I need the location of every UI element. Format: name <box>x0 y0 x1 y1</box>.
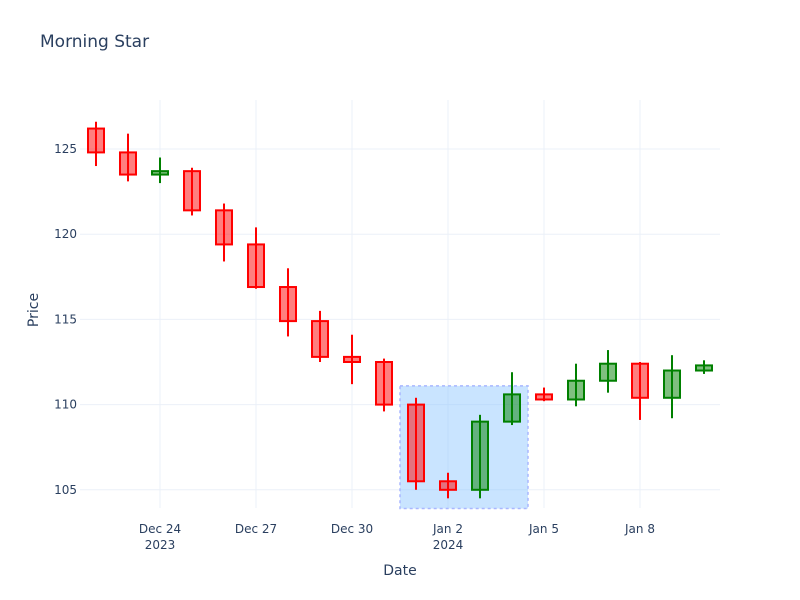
candlestick[interactable] <box>471 414 489 499</box>
x-axis-ticks: Dec 24 2023 Dec 27 Dec 30 Jan 2 2024 Jan 5 Jan … <box>139 522 655 552</box>
y-tick-label: 120 <box>54 227 77 241</box>
candlestick[interactable] <box>343 334 361 385</box>
candlestick[interactable] <box>503 372 521 426</box>
candlestick[interactable] <box>663 355 681 419</box>
x-tick-label: Jan 5 <box>528 522 559 536</box>
y-tick-label: 105 <box>54 483 77 497</box>
candlestick[interactable] <box>247 227 265 289</box>
candle-body <box>343 355 361 364</box>
candlestick[interactable] <box>311 310 329 362</box>
candlestick[interactable] <box>119 133 137 182</box>
x-tick-label: Dec 27 <box>235 522 277 536</box>
candle-body <box>535 393 553 401</box>
candlestick[interactable] <box>279 268 297 337</box>
x-tick-year-label: 2024 <box>433 538 464 552</box>
x-tick-label: Dec 30 <box>331 522 373 536</box>
candle-body <box>183 170 201 212</box>
candlestick-series[interactable] <box>87 121 713 499</box>
candle-body <box>87 127 105 154</box>
candle-body <box>663 369 681 399</box>
candlestick[interactable] <box>375 358 393 412</box>
y-tick-label: 115 <box>54 312 77 326</box>
candle-body <box>215 209 233 246</box>
candlestick[interactable] <box>535 387 553 402</box>
candle-body <box>439 480 457 491</box>
candle-body <box>695 364 713 372</box>
candle-body <box>567 379 585 401</box>
x-tick-label: Dec 24 <box>139 522 181 536</box>
candlestick[interactable] <box>599 350 617 393</box>
candlestick[interactable] <box>87 121 105 167</box>
x-axis-title: Date <box>383 563 416 579</box>
candlestick[interactable] <box>183 167 201 216</box>
candlestick[interactable] <box>407 397 425 490</box>
candle-body <box>631 362 649 399</box>
candle-body <box>151 170 169 176</box>
x-tick-year-label: 2023 <box>145 538 176 552</box>
chart-title: Morning Star <box>40 32 150 52</box>
candle-body <box>119 151 137 176</box>
candle-body <box>407 403 425 483</box>
candlestick[interactable] <box>215 203 233 262</box>
y-axis-ticks: 105 110 115 120 125 <box>54 142 77 497</box>
candle-body <box>471 420 489 491</box>
x-tick-label: Jan 2 <box>432 522 463 536</box>
candle-body <box>503 393 521 423</box>
candle-body <box>247 243 265 289</box>
candlestick[interactable] <box>151 157 169 184</box>
candlestick[interactable] <box>567 363 585 407</box>
y-tick-label: 125 <box>54 142 77 156</box>
candlestick[interactable] <box>631 362 649 420</box>
candle-body <box>279 286 297 323</box>
candle-body <box>599 362 617 382</box>
y-tick-label: 110 <box>54 398 77 412</box>
candlestick[interactable] <box>439 472 457 499</box>
candlestick[interactable] <box>695 360 713 374</box>
candle-body <box>311 320 329 358</box>
x-tick-label: Jan 8 <box>624 522 655 536</box>
candle-body <box>375 361 393 406</box>
y-axis-title: Price <box>26 293 42 327</box>
